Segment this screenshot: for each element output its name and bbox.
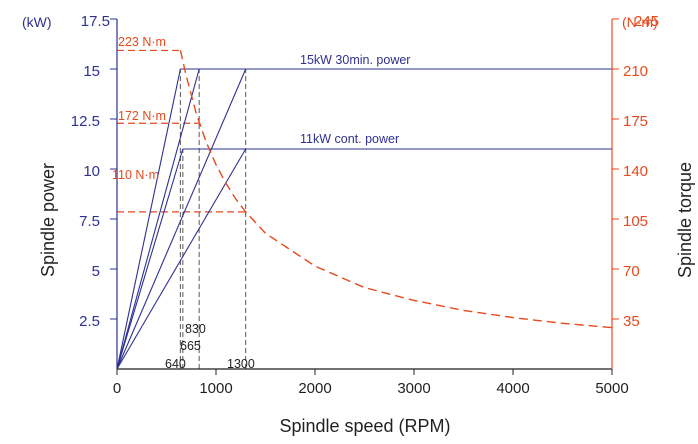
torque-223-label: 223 N·m <box>118 35 166 49</box>
power-ramp-line <box>116 68 200 370</box>
y-axis-unit: (kW) <box>22 14 52 30</box>
y-axis-title: Spindle power <box>38 163 58 277</box>
x-tick-label: 4000 <box>496 380 529 397</box>
torque-110-label: 110 N·m <box>112 168 159 182</box>
power-ramp-line <box>116 68 247 370</box>
y-tick-label: 2.5 <box>79 313 100 330</box>
y2-tick-label: 210 <box>623 63 648 80</box>
y-tick-label: 17.5 <box>81 13 110 30</box>
y2-tick-label: 105 <box>623 213 648 230</box>
power-30min-label: 15kW 30min. power <box>300 53 410 67</box>
x-tick-label: 2000 <box>298 380 331 397</box>
series-lines <box>116 50 613 370</box>
x-tick-label: 5000 <box>595 380 628 397</box>
rpm-1300-label: 1300 <box>227 357 255 371</box>
tick-marks <box>110 18 619 375</box>
y-tick-label: 7.5 <box>79 213 100 230</box>
rpm-640-label: 640 <box>165 357 186 371</box>
x-tick-label: 3000 <box>397 380 430 397</box>
y2-tick-label: 35 <box>623 313 640 330</box>
y2-tick-label: 245 <box>634 13 659 30</box>
x-axis-title: Spindle speed (RPM) <box>279 416 450 436</box>
y-tick-label: 15 <box>83 63 100 80</box>
torque-172-label: 172 N·m <box>118 109 166 123</box>
rpm-665-label: 665 <box>180 339 201 353</box>
torque-curve <box>179 50 613 329</box>
y-tick-label: 10 <box>83 163 100 180</box>
rpm-830-label: 830 <box>185 322 206 336</box>
power-cont-label: 11kW cont. power <box>300 132 399 146</box>
axes <box>116 19 613 370</box>
y2-tick-label: 140 <box>623 163 648 180</box>
power-ramp-line <box>116 148 184 370</box>
power-ramp-line <box>116 68 181 370</box>
y2-tick-label: 175 <box>623 113 648 130</box>
y-tick-label: 12.5 <box>71 113 100 130</box>
y2-tick-label: 70 <box>623 263 640 280</box>
y-tick-label: 5 <box>92 263 100 280</box>
x-tick-label: 0 <box>113 380 121 397</box>
guide-lines <box>117 49 247 369</box>
y2-axis-title: Spindle torque <box>675 162 695 278</box>
x-tick-label: 1000 <box>199 380 232 397</box>
y2-axis-unit: (N·m) <box>622 14 658 30</box>
power-ramp-line <box>116 148 247 370</box>
